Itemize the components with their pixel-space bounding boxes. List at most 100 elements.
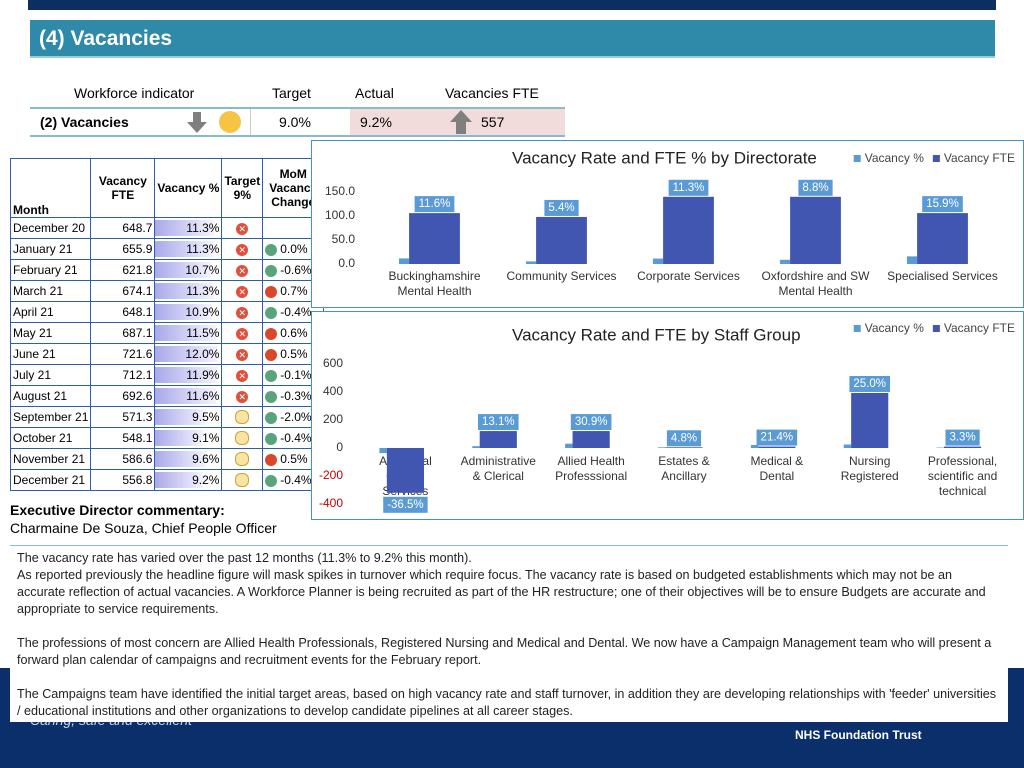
bar	[663, 196, 714, 264]
target: 9.0%	[279, 114, 311, 130]
pct-cell: 10.7%	[154, 259, 223, 281]
value-label-group: -36.5%	[383, 496, 428, 513]
x-tick-label: Estates & Ancillary	[658, 454, 710, 483]
x-label-box: Nursing Registered	[841, 454, 899, 483]
status-icon: ✕	[236, 369, 249, 382]
month: August 21	[9, 385, 92, 407]
table-row: February 21 621.8 10.7% ✕ -0.6%	[9, 259, 325, 281]
change: 0.5%	[280, 452, 308, 466]
change-dot	[265, 474, 278, 487]
table-row: July 21 712.1 11.9% ✕ -0.1%	[9, 364, 325, 386]
x-tick-label: Professional, scientific and technical	[927, 454, 998, 498]
bar	[572, 431, 610, 448]
change-dot	[265, 243, 278, 256]
table-row: May 21 687.1 11.5% ✕ 0.6%	[9, 322, 325, 344]
value-label-group: 15.9%	[922, 196, 963, 213]
value-label-group: 30.9%	[570, 414, 612, 431]
x-label-box: Buckinghamshire Mental Health	[388, 269, 480, 298]
pct: 9.2%	[192, 473, 220, 487]
change-dot	[265, 369, 278, 382]
status-cell: ✕	[221, 238, 264, 260]
data-bar	[155, 409, 206, 425]
change-dot	[265, 411, 278, 424]
value-label-group: 4.8%	[666, 430, 702, 447]
change-cell: -0.1%	[262, 364, 325, 386]
fte: 721.6	[90, 343, 156, 365]
value-label-group: 21.4%	[756, 429, 798, 446]
table-row: April 21 648.1 10.9% ✕ -0.4%	[9, 301, 325, 323]
status-cell	[221, 406, 264, 428]
change-dot	[265, 453, 278, 466]
org: NHS Foundation Trust	[795, 728, 922, 742]
month: March 21	[9, 280, 92, 302]
status-icon: ✕	[236, 327, 249, 340]
status-icon	[235, 473, 250, 488]
paragraph: The professions of most concern are Alli…	[17, 636, 992, 667]
bar	[790, 196, 841, 264]
up-arrow	[450, 110, 472, 134]
bar	[758, 446, 796, 448]
legend-label: Vacancy FTE	[944, 321, 1015, 335]
change: 0.0%	[280, 242, 308, 256]
value-label: 25.0%	[853, 378, 886, 390]
fte: 586.6	[90, 448, 156, 470]
change-dot	[265, 348, 278, 361]
fte: 548.1	[90, 427, 156, 449]
x-label-box: Allied Health Professsional	[555, 454, 627, 483]
bar	[479, 431, 517, 448]
month: April 21	[9, 301, 92, 323]
x-label-box: Administrative & Clerical	[460, 454, 536, 483]
value-label-bg	[570, 414, 612, 431]
data-bar	[155, 367, 218, 383]
bar	[851, 392, 889, 448]
y-tick-label: 0.0	[338, 256, 355, 270]
indicator-row: (2) Vacancies 9.0% 9.2% 557	[30, 107, 565, 137]
pct: 11.6%	[186, 389, 220, 403]
fte: 692.6	[90, 385, 156, 407]
change: 0.7%	[280, 284, 308, 298]
change: -0.4%	[280, 305, 312, 319]
change-dot	[265, 390, 278, 403]
change-dot	[265, 264, 278, 277]
bar	[525, 261, 537, 264]
commentary-header: Executive Director commentary: Charmaine…	[10, 497, 310, 542]
pct-cell: 12.0%	[154, 343, 223, 365]
y-tick-label: 100.0	[325, 208, 355, 222]
top-bar	[28, 0, 996, 10]
change: 0.6%	[280, 326, 308, 340]
fte: 687.1	[90, 322, 156, 344]
status-cell: ✕	[221, 385, 264, 407]
bar	[665, 447, 703, 448]
legend-label: Vacancy %	[865, 321, 924, 335]
pct-cell: 9.1%	[154, 427, 223, 449]
value-label-group: 13.1%	[477, 414, 519, 431]
header-cell: Vacancies FTE	[445, 85, 539, 101]
x-tick-label: Community Services	[506, 269, 617, 283]
table-row: December 21 556.8 9.2% -0.4%	[9, 469, 325, 491]
legend-swatch	[932, 155, 940, 162]
pct-cell: 9.5%	[154, 406, 223, 428]
status-cell: ✕	[221, 364, 264, 386]
paragraph: The Campaigns team have identified the i…	[17, 687, 997, 718]
header-cell: Workforce indicator	[74, 85, 195, 101]
value-label-group: 25.0%	[849, 375, 891, 392]
x-tick-label: Administrative & Clerical	[460, 454, 536, 483]
value-label-bg	[945, 429, 980, 446]
value-label-group: 8.8%	[798, 179, 833, 196]
value-label-bg	[383, 496, 428, 513]
month: June 21	[9, 343, 92, 365]
x-label-box: Medical & Dental	[751, 454, 804, 483]
y-tick-label: 0	[336, 440, 343, 454]
fte: 571.3	[90, 406, 156, 428]
col-header: MoM Vacancy Change	[262, 158, 325, 218]
legend-swatch	[932, 325, 940, 332]
month: December 21	[9, 469, 92, 491]
x-label-box: Specialised Services	[887, 269, 998, 283]
value-label-bg	[922, 196, 963, 213]
col-header: Vacancy %	[154, 158, 223, 218]
pct: 11.3%	[186, 284, 220, 298]
bar	[944, 446, 982, 448]
value-label: 4.8%	[671, 432, 697, 444]
pct: 10.7%	[185, 263, 220, 277]
indicator-name: (2) Vacancies	[40, 114, 129, 130]
